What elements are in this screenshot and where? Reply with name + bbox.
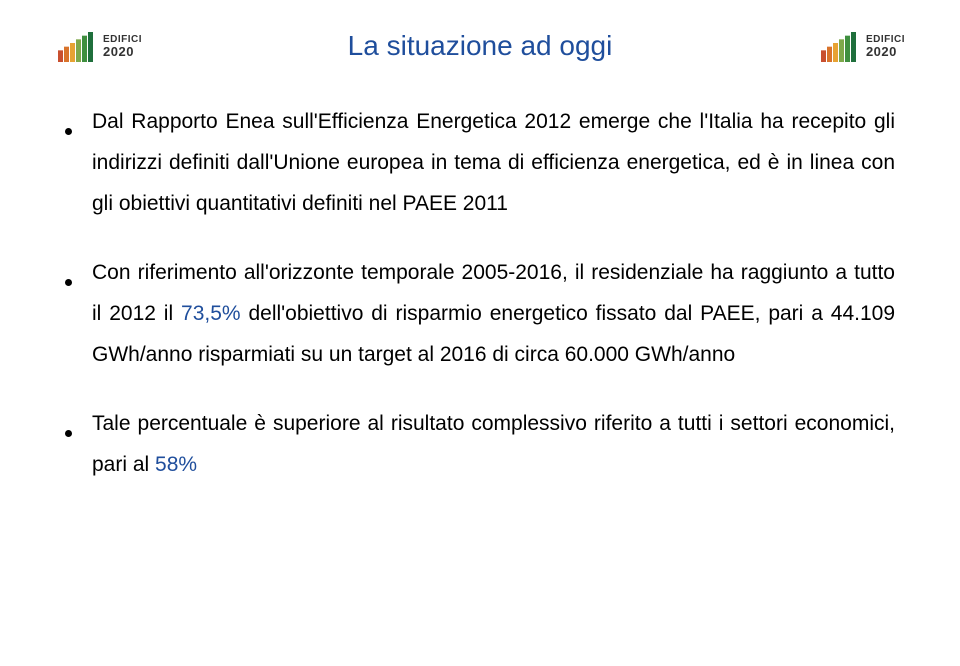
bullet-text: Tale percentuale è superiore al risultat… xyxy=(92,404,895,486)
text-segment: Tale percentuale è superiore al risultat… xyxy=(92,412,895,476)
logo-line1: EDIFICI xyxy=(866,35,905,45)
bullet-dot-icon xyxy=(65,430,72,437)
bullet-item: Tale percentuale è superiore al risultat… xyxy=(65,404,895,486)
text-segment: Dal Rapporto Enea sull'Efficienza Energe… xyxy=(92,110,895,215)
logo-right-text: EDIFICI 2020 xyxy=(866,35,905,58)
highlight-value: 58% xyxy=(155,453,197,476)
bars-icon xyxy=(818,30,860,62)
highlight-value: 73,5% xyxy=(181,302,241,325)
slide-title: La situazione ad oggi xyxy=(142,30,818,62)
slide-header: EDIFICI 2020 La situazione ad oggi EDIFI… xyxy=(55,30,905,62)
logo-left: EDIFICI 2020 xyxy=(55,30,142,62)
bullet-item: Dal Rapporto Enea sull'Efficienza Energe… xyxy=(65,102,895,225)
logo-left-text: EDIFICI 2020 xyxy=(103,35,142,58)
logo-line1: EDIFICI xyxy=(103,35,142,45)
slide-content: Dal Rapporto Enea sull'Efficienza Energe… xyxy=(55,102,905,486)
bars-icon xyxy=(55,30,97,62)
logo-line2: 2020 xyxy=(103,45,142,58)
logo-line2: 2020 xyxy=(866,45,905,58)
logo-right: EDIFICI 2020 xyxy=(818,30,905,62)
bullet-text: Con riferimento all'orizzonte temporale … xyxy=(92,253,895,376)
bullet-text: Dal Rapporto Enea sull'Efficienza Energe… xyxy=(92,102,895,225)
bullet-dot-icon xyxy=(65,279,72,286)
bullet-dot-icon xyxy=(65,128,72,135)
bullet-item: Con riferimento all'orizzonte temporale … xyxy=(65,253,895,376)
